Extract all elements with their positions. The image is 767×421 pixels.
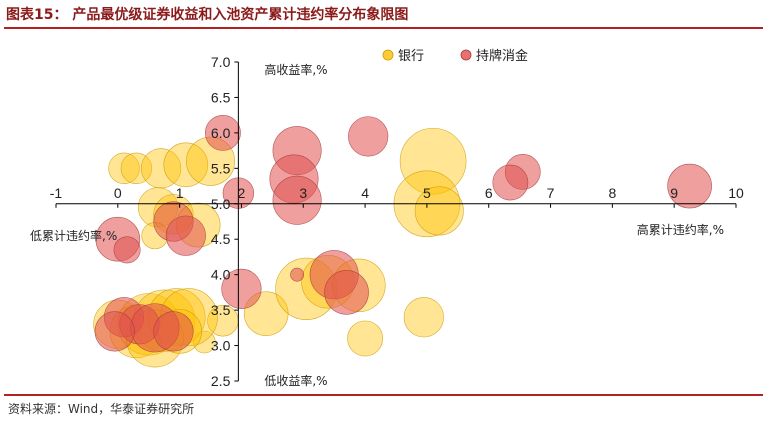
chart-title: 图表15： 产品最优级证券收益和入池资产累计违约率分布象限图 [6, 7, 409, 23]
y-tick-label-6: 4.0 [211, 267, 231, 283]
y-tick-label-2: 6.0 [211, 125, 231, 141]
bubble-bank-3 [163, 142, 209, 188]
bubble-consumer-3 [272, 175, 322, 225]
y-tick-label-3: 5.5 [211, 160, 231, 176]
quadrant-label-top: 高收益率,% [264, 62, 327, 77]
legend-label-0: 银行 [398, 49, 424, 64]
bubble-consumer-10 [165, 215, 206, 256]
x-tick-label-6: 5 [423, 185, 431, 201]
x-tick-label-0: -1 [50, 185, 63, 201]
bottom-rule [4, 394, 763, 396]
bubble-bank-11 [414, 186, 464, 236]
bubble-bank-0 [108, 152, 140, 185]
bubble-consumer-0 [205, 114, 241, 151]
bubble-consumer-4 [348, 116, 389, 157]
source-note: 资料来源：Wind，华泰证券研究所 [8, 402, 195, 416]
y-tick-label-9: 2.5 [211, 373, 231, 389]
x-tick-label-11: 10 [728, 185, 744, 201]
bubble-consumer-14 [290, 267, 304, 282]
bubble-bank-9 [399, 127, 467, 195]
bubble-bank-1 [120, 152, 153, 185]
quadrant-label-right: 高累计违约率,% [637, 222, 724, 237]
bubble-bank-18 [403, 297, 444, 338]
bubble-consumer-20 [153, 311, 194, 352]
x-tick-label-8: 7 [547, 185, 555, 201]
y-tick-label-5: 4.5 [211, 231, 231, 247]
y-tick-label-0: 7.0 [211, 54, 231, 70]
bubble-consumer-7 [667, 163, 712, 209]
x-tick-label-9: 8 [608, 185, 616, 201]
axes-layer [55, 61, 737, 382]
bubble-consumer-13 [221, 268, 262, 309]
bubble-bank-2 [140, 148, 182, 189]
bubble-consumer-16 [324, 270, 369, 315]
bubble-consumer-21 [94, 311, 135, 352]
legend-marker-1 [460, 49, 472, 61]
x-tick-label-7: 6 [485, 185, 493, 201]
bubble-consumer-12 [113, 236, 141, 264]
legend: 银行 持牌消金 [382, 48, 528, 64]
title-rule [4, 27, 763, 29]
x-tick-label-3: 2 [238, 185, 246, 201]
quadrant-label-left: 低累计违约率,% [30, 228, 117, 243]
x-tick-label-2: 1 [176, 185, 184, 201]
quadrant-label-bottom: 低收益率,% [264, 373, 327, 388]
bubble-consumer-6 [492, 164, 529, 201]
label-layer: -1 0 1 2 3 4 5 6 7 8 9 10 7.0 6.5 6.0 5.5 5.0 4.5 4.0 3.5 3.… [30, 54, 744, 389]
y-tick-label-1: 6.5 [211, 89, 231, 105]
legend-marker-0 [382, 49, 394, 61]
bubble-layer [93, 114, 712, 368]
x-tick-label-5: 4 [361, 185, 369, 201]
x-tick-label-1: 0 [114, 185, 122, 201]
x-tick-label-10: 9 [670, 185, 678, 201]
legend-label-1: 持牌消金 [476, 48, 528, 64]
x-tick-label-4: 3 [299, 185, 307, 201]
y-tick-label-7: 3.5 [211, 302, 231, 318]
y-tick-label-4: 5.0 [211, 196, 231, 212]
y-tick-label-8: 3.0 [211, 338, 231, 354]
bubble-bank-17 [347, 320, 383, 357]
